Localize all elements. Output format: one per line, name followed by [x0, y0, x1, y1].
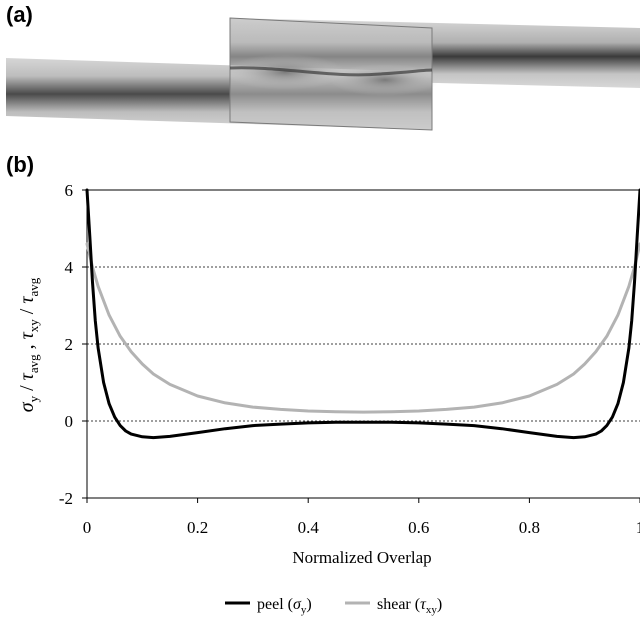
y-tick-label: 6 [65, 181, 74, 200]
y-tick-label: 2 [65, 335, 74, 354]
legend-label-shear: shear (τxy) [377, 596, 442, 616]
series-line-shear [85, 242, 640, 414]
y-axis-label: σy / τavg , τxy / τavg [16, 277, 41, 412]
x-tick-label: 0 [83, 518, 92, 537]
x-tick-label: 0.2 [187, 518, 208, 537]
panel-label-b: (b) [6, 152, 35, 177]
lap-joint-illustration [6, 17, 640, 131]
stress-zone-right [330, 64, 440, 96]
legend: peel (σy) shear (τxy) [225, 596, 442, 616]
series-line-peel [85, 188, 640, 440]
x-tick-label: 1 [636, 518, 640, 537]
legend-label-peel: peel (σy) [257, 596, 312, 616]
x-tick-label: 0.8 [519, 518, 540, 537]
stress-band [229, 66, 433, 77]
stress-zone-left [225, 54, 345, 90]
y-tick-label: 4 [65, 258, 74, 277]
y-tick-label: -2 [59, 489, 73, 508]
panel-label-a: (a) [6, 2, 33, 27]
x-tick-label: 0.6 [408, 518, 429, 537]
y-tick-label: 0 [65, 412, 74, 431]
x-tick-label: 0.4 [298, 518, 320, 537]
x-axis-label: Normalized Overlap [292, 548, 431, 567]
